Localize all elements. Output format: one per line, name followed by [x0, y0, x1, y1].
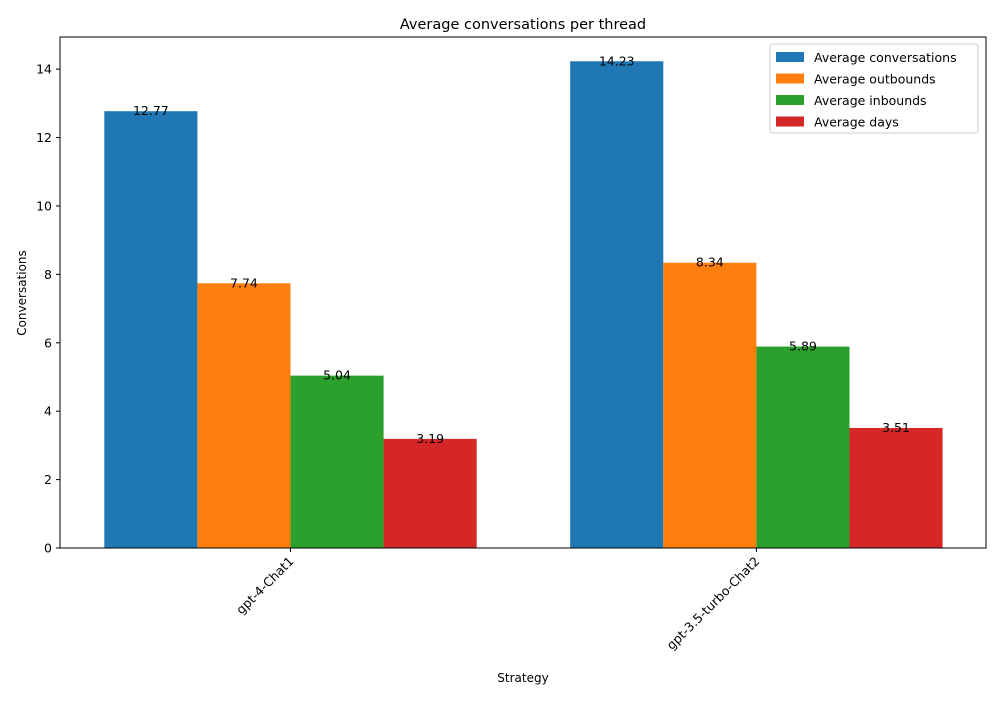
- legend-swatch: [776, 116, 804, 127]
- legend-swatch: [776, 95, 804, 105]
- bar: [756, 346, 850, 548]
- y-axis-label: Conversations: [15, 250, 29, 336]
- legend-label: Average outbounds: [814, 72, 936, 87]
- data-label: 14.23: [599, 53, 635, 68]
- axes-frame: [59, 36, 987, 549]
- chart-title: Average conversations per thread: [400, 17, 646, 33]
- data-label: 7.74: [230, 275, 258, 290]
- y-tick-label: 2: [44, 472, 52, 487]
- y-tick-label: 10: [36, 198, 52, 213]
- legend-swatch: [776, 73, 804, 84]
- bar: [383, 438, 477, 548]
- legend-swatch: [776, 52, 804, 62]
- data-label: 3.51: [882, 420, 910, 435]
- bar: [104, 111, 198, 548]
- y-tick-label: 4: [44, 404, 52, 419]
- data-label: 8.34: [696, 255, 724, 270]
- x-tick-label: gpt-4-Chat1: [233, 554, 297, 618]
- data-label: 12.77: [133, 103, 169, 118]
- legend-label: Average conversations: [814, 50, 957, 65]
- legend-label: Average inbounds: [814, 93, 927, 108]
- y-tick-label: 12: [36, 130, 52, 145]
- x-tick-label: gpt-3.5-turbo-Chat2: [663, 554, 762, 653]
- y-tick-label: 14: [36, 62, 52, 77]
- bar: [570, 61, 664, 548]
- y-tick-label: 8: [44, 267, 52, 282]
- y-tick-label: 6: [44, 335, 52, 350]
- y-tick-label: 0: [44, 541, 52, 556]
- legend-box: [769, 43, 979, 134]
- legend: Average conversations Average outbounds Av…: [769, 43, 979, 134]
- legend-label: Average days: [814, 115, 899, 130]
- data-label: 5.89: [789, 339, 817, 354]
- bar: [663, 262, 757, 548]
- bar: [849, 427, 943, 548]
- bar: [290, 375, 384, 548]
- bar: [197, 283, 291, 548]
- x-axis-label: Strategy: [497, 671, 548, 685]
- data-label: 3.19: [416, 431, 444, 446]
- data-label: 5.04: [323, 368, 351, 383]
